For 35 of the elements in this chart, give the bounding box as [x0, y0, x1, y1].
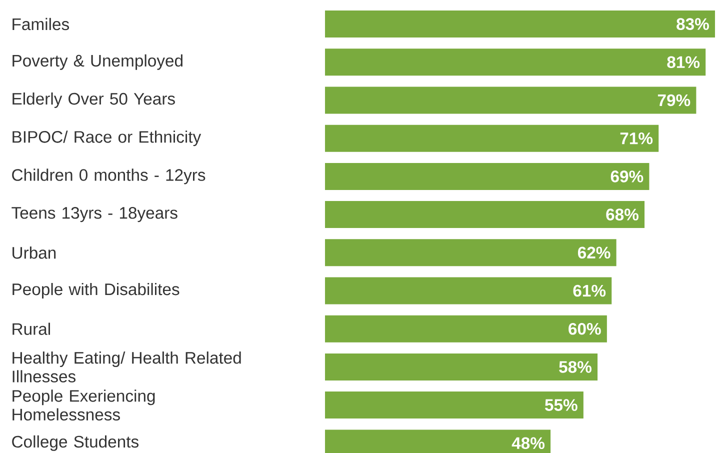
y-tick-label: Elderly Over 50 Years: [12, 92, 175, 108]
y-tick-label: People with Disabilites: [12, 282, 180, 299]
data-label: 48%: [512, 437, 545, 450]
bar: [325, 353, 598, 380]
bar: [325, 201, 645, 228]
bar: [325, 10, 716, 38]
y-tick-label: Rural: [12, 322, 50, 335]
data-label: 58%: [559, 361, 592, 373]
y-tick-label: Children 0 months - 12yrs: [12, 168, 206, 184]
bar: [325, 162, 650, 190]
bar: [325, 239, 616, 266]
y-tick-label: Healthy Eating/ Health Related Illnesses: [12, 351, 241, 382]
bar: [325, 392, 584, 419]
y-tick-label: BIPOC/ Race or Ethnicity: [12, 130, 202, 146]
data-label: 83%: [676, 18, 709, 30]
y-tick-label: Teens 13yrs - 18years: [12, 207, 178, 222]
bar: [325, 86, 696, 114]
data-label: 79%: [658, 94, 690, 106]
y-tick-label: Urban: [12, 246, 56, 259]
data-label: 60%: [568, 322, 601, 335]
data-label: 61%: [573, 284, 606, 297]
bar: [325, 48, 706, 76]
data-label: 68%: [606, 208, 638, 220]
bar: [325, 315, 607, 342]
bar: [325, 124, 659, 152]
y-tick-label: People Exeriencing Homelessness: [12, 390, 155, 421]
y-tick-label: Familes: [12, 18, 70, 30]
data-label: 71%: [620, 132, 653, 144]
data-label: 55%: [545, 399, 578, 411]
data-label: 62%: [578, 246, 610, 259]
y-tick-label: College Students: [12, 435, 139, 451]
bar: [325, 277, 612, 304]
data-label: 69%: [610, 170, 644, 182]
y-tick-label: Poverty & Unemployed: [12, 54, 182, 70]
data-label: 81%: [667, 56, 700, 68]
